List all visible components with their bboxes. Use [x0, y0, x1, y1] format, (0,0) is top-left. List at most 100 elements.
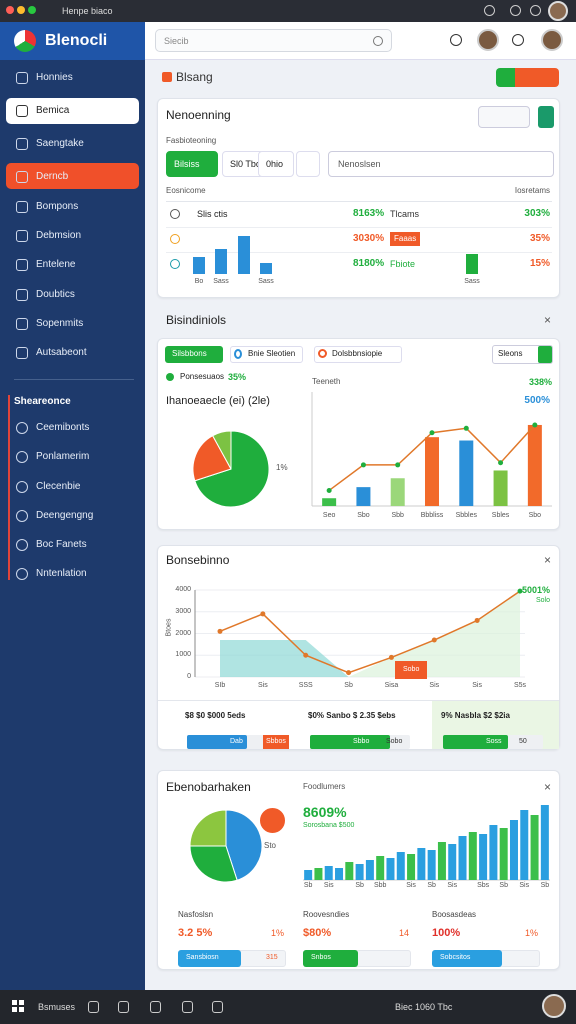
progress-fill: [310, 735, 390, 749]
bar: [466, 254, 478, 274]
chip[interactable]: [314, 346, 402, 363]
avatar[interactable]: [542, 994, 566, 1018]
x-tick-label: Sb: [499, 882, 508, 889]
expand-button[interactable]: [538, 106, 554, 128]
nav-item[interactable]: Sopenmits: [36, 318, 84, 329]
nav-item-selected[interactable]: [6, 98, 139, 124]
nav-item[interactable]: Entelene: [36, 259, 76, 270]
nav-item[interactable]: Ponlamerim: [36, 451, 90, 462]
taskbar-icon[interactable]: [182, 1001, 193, 1013]
row-pct: 8163%: [353, 208, 385, 219]
header-icon[interactable]: [512, 34, 524, 46]
select[interactable]: [328, 151, 554, 177]
taskbar-icon[interactable]: [118, 1001, 129, 1013]
button-label[interactable]: Sleons: [498, 349, 523, 358]
tab-label[interactable]: 0hio: [266, 159, 284, 169]
nav-icon: [16, 201, 28, 213]
line-point: [346, 670, 352, 676]
x-tick-label: Sass: [464, 278, 480, 285]
area-series: [220, 640, 349, 677]
bar: [215, 249, 227, 274]
avatar: [548, 1, 568, 21]
start-icon[interactable]: [12, 1000, 24, 1012]
pie-slice: [189, 809, 227, 847]
kpi-value: $80%: [303, 927, 332, 939]
window-dot[interactable]: [17, 6, 25, 14]
window-dot[interactable]: [6, 6, 14, 14]
x-tick-label: Sis: [519, 882, 530, 889]
bar: [479, 834, 488, 880]
button[interactable]: [492, 345, 553, 364]
nav-item[interactable]: Autsabeont: [36, 347, 87, 358]
nav-item[interactable]: Deengengng: [36, 510, 94, 521]
nav-item[interactable]: Ceemibonts: [36, 422, 90, 433]
taskbar-icon[interactable]: [150, 1001, 161, 1013]
window-dot[interactable]: [28, 6, 36, 14]
nav-item[interactable]: Nntenlation: [36, 568, 87, 579]
nav-item[interactable]: Bompons: [36, 201, 79, 212]
x-tick-label: Sis: [429, 682, 440, 689]
progress-label: Soss: [486, 738, 502, 745]
taskbar-icon[interactable]: [88, 1001, 99, 1013]
pie-slice: [189, 845, 238, 883]
nav-item[interactable]: Saengtake: [36, 138, 84, 149]
bar: [437, 842, 446, 880]
nav-item[interactable]: Boc Fanets: [36, 539, 87, 550]
tab[interactable]: [258, 151, 294, 177]
section-title[interactable]: Sheareonce: [14, 396, 71, 407]
bar: [499, 828, 508, 880]
tab-icon[interactable]: [296, 151, 320, 177]
annotation: 5001%: [521, 585, 550, 595]
nav-icon: [16, 259, 28, 271]
tab[interactable]: [166, 151, 218, 177]
chip-icon: [234, 349, 242, 359]
nav-icon: [16, 422, 28, 434]
chip[interactable]: [230, 346, 303, 363]
tray-icon: [530, 5, 541, 16]
annotation: Solo: [535, 597, 550, 604]
bar: [390, 478, 405, 506]
avatar[interactable]: [541, 29, 563, 51]
bar: [425, 437, 439, 506]
tab-label[interactable]: Sl0 Tbco: [230, 159, 266, 169]
nav-item[interactable]: Debmsion: [36, 230, 82, 241]
row-divider: [166, 252, 552, 253]
bar: [530, 815, 539, 880]
kpi-label: $0% Sanbo $ 2.35 $ebs: [308, 711, 396, 720]
tab-label[interactable]: Bilsiss: [174, 159, 200, 169]
bar: [324, 866, 333, 880]
search-box[interactable]: [155, 29, 392, 52]
bar: [520, 810, 529, 880]
progress-value: 315: [266, 954, 278, 961]
chip-label[interactable]: Silsbbons: [172, 349, 207, 358]
taskbar-icon[interactable]: [212, 1001, 223, 1013]
nav-item[interactable]: Honnies: [36, 72, 73, 83]
chip-label[interactable]: Bnie Sleotien: [248, 349, 296, 358]
nav-item[interactable]: Clecenbie: [36, 481, 81, 492]
y-tick-label: 1000: [175, 651, 191, 659]
chart-sub: Sorosbana $500: [303, 822, 355, 829]
nav-item-active[interactable]: [6, 163, 139, 189]
chip-icon: [318, 349, 327, 358]
chip-label[interactable]: Dolsbbnsiopie: [332, 349, 383, 358]
x-tick-label: Sis: [406, 882, 416, 889]
nav-item[interactable]: Derncb: [36, 171, 69, 182]
nav-icon: [16, 72, 28, 84]
button-group[interactable]: [478, 106, 530, 128]
nav-item[interactable]: Bemica: [36, 105, 70, 116]
chart-big-value: 8609%: [303, 804, 347, 820]
row-pct: 8180%: [353, 258, 385, 269]
header-icon[interactable]: [450, 34, 462, 46]
nav-icon: [16, 171, 28, 183]
row-label: Slis ctis: [197, 209, 228, 219]
nav-item[interactable]: Doubtics: [36, 289, 75, 300]
taskbar-label[interactable]: Bsmuses: [38, 1002, 76, 1012]
chip[interactable]: [165, 346, 223, 363]
nav-icon: [16, 510, 28, 522]
action-button[interactable]: [496, 68, 559, 87]
line-point: [431, 637, 437, 643]
select-label[interactable]: Nenoslsen: [338, 159, 381, 169]
avatar[interactable]: [477, 29, 499, 51]
x-tick-label: SIb: [214, 682, 226, 689]
